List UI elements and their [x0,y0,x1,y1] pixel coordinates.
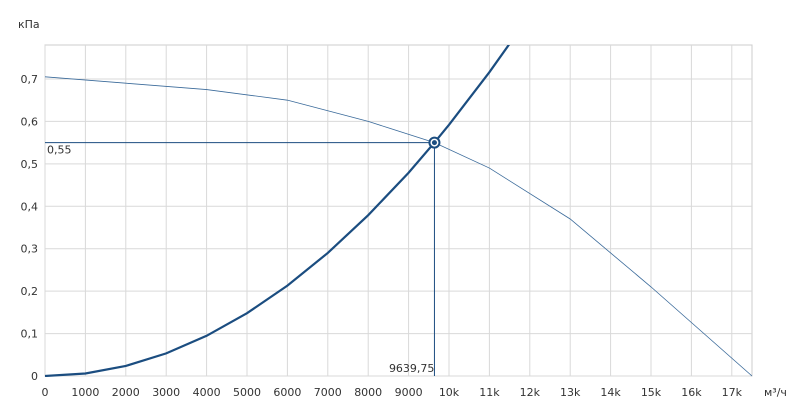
x-tick-label: 14k [600,386,621,399]
y-axis-label: кПа [18,18,40,31]
x-tick-label: 4000 [193,386,221,399]
y-tick-label: 0,3 [21,243,39,256]
y-tick-label: 0,4 [21,200,39,213]
y-tick-label: 0,1 [21,328,39,341]
operating-y-label: 0,55 [47,144,72,157]
x-axis-label: м³/ч [764,386,787,399]
x-tick-label: 11k [479,386,500,399]
y-tick-label: 0 [31,370,38,383]
x-tick-label: 2000 [112,386,140,399]
x-tick-label: 5000 [233,386,261,399]
x-tick-label: 1000 [71,386,99,399]
x-tick-label: 16k [681,386,702,399]
y-tick-label: 0,6 [21,115,39,128]
x-tick-label: 15k [641,386,662,399]
plot-area [44,44,753,377]
y-tick-label: 0,2 [21,285,39,298]
x-tick-label: 9000 [395,386,423,399]
x-tick-label: 7000 [314,386,342,399]
x-tick-label: 17k [722,386,743,399]
y-tick-label: 0,7 [21,73,39,86]
x-tick-label: 3000 [152,386,180,399]
operating-x-label: 9639,75 [389,362,435,375]
plot-lines [45,45,752,377]
x-tick-label: 6000 [273,386,301,399]
x-tick-label: 8000 [354,386,382,399]
x-tick-label: 13k [560,386,581,399]
line-series [45,45,511,377]
x-tick-label: 0 [42,386,49,399]
x-tick-label: 12k [520,386,541,399]
operating-point-dot [431,140,437,146]
line-series [45,76,752,377]
x-tick-label: 10k [439,386,460,399]
y-tick-label: 0,5 [21,158,39,171]
